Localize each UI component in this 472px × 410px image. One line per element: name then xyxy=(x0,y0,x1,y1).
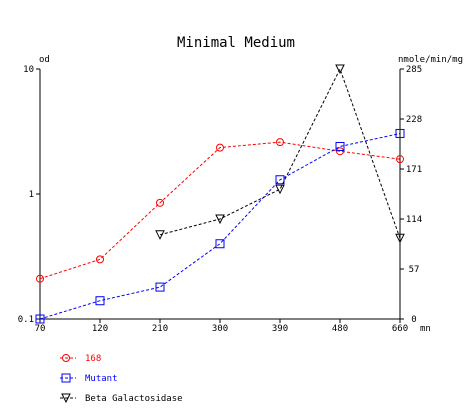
y-right-tick-label: 285 xyxy=(406,65,422,75)
data-point-circle xyxy=(156,198,164,207)
y-right-unit: nmole/min/mg xyxy=(398,55,463,65)
data-point-triangle xyxy=(395,233,405,244)
data-point-square xyxy=(275,175,285,185)
y-right-tick-label: 114 xyxy=(406,215,422,225)
data-point-circle xyxy=(62,354,70,362)
legend-label-1: 168 xyxy=(85,354,101,364)
data-point-square xyxy=(335,141,345,151)
data-point-circle xyxy=(96,255,104,264)
data-point-square xyxy=(35,314,45,324)
legend-label-3: Beta Galactosidase xyxy=(85,394,183,404)
x-tick-label: 480 xyxy=(332,324,348,334)
data-point-square xyxy=(395,128,405,138)
y-right-tick-label: 228 xyxy=(406,115,422,125)
data-point-square xyxy=(215,239,225,249)
y-right-tick-label: 171 xyxy=(406,165,422,175)
data-point-triangle xyxy=(61,393,71,404)
series-line-2 xyxy=(39,133,401,320)
data-point-triangle xyxy=(155,230,165,240)
data-point-square xyxy=(61,373,71,383)
y-right-tick-label: 57 xyxy=(409,265,420,275)
x-tick-label: 300 xyxy=(212,324,228,334)
legend-label-2: Mutant xyxy=(85,374,118,384)
series-line-3 xyxy=(159,67,401,239)
x-tick-label: 70 xyxy=(35,324,46,334)
chart-title: Minimal Medium xyxy=(177,35,295,51)
x-tick-label: 210 xyxy=(152,324,168,334)
data-point-triangle xyxy=(275,184,285,195)
data-point-circle xyxy=(216,143,224,152)
y-left-tick-label: 10 xyxy=(23,65,34,75)
y-left-unit: od xyxy=(39,55,50,65)
chart-marks: 70 120 210 300 390 480 660 0.1 1 10 0 57 114 171 228 28… xyxy=(18,64,422,404)
x-unit: mn xyxy=(420,324,431,334)
data-point-circle xyxy=(276,138,284,147)
data-point-circle xyxy=(396,155,404,164)
data-point-square xyxy=(155,282,165,292)
y-left-tick-label: 1 xyxy=(29,190,34,200)
data-point-circle xyxy=(336,147,344,156)
data-point-triangle xyxy=(215,214,225,225)
data-point-triangle xyxy=(335,64,345,75)
data-point-square xyxy=(95,296,105,306)
data-point-circle xyxy=(36,274,44,283)
y-right-tick-label: 0 xyxy=(411,315,416,325)
x-tick-label: 390 xyxy=(272,324,288,334)
y-left-tick-label: 0.1 xyxy=(18,315,34,325)
x-tick-label: 120 xyxy=(92,324,108,334)
x-tick-label: 660 xyxy=(392,324,408,334)
series-line-1 xyxy=(39,141,401,280)
